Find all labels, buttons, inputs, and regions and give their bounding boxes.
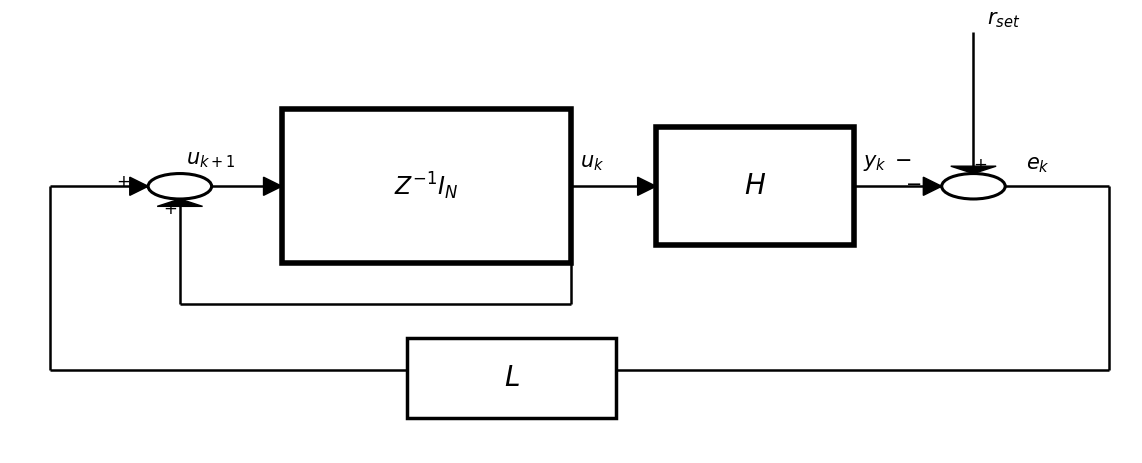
Text: $Z^{-1}I_N$: $Z^{-1}I_N$ — [394, 170, 459, 202]
Polygon shape — [264, 177, 282, 195]
Text: $H$: $H$ — [745, 172, 766, 200]
Text: $u_k$: $u_k$ — [580, 153, 604, 173]
Text: $y_k\;-$: $y_k\;-$ — [863, 153, 912, 173]
Polygon shape — [924, 177, 942, 195]
Polygon shape — [130, 177, 148, 195]
Polygon shape — [637, 177, 656, 195]
Text: $-$: $-$ — [904, 173, 922, 192]
Text: $r_{set}$: $r_{set}$ — [987, 10, 1021, 30]
Text: +: + — [973, 156, 987, 174]
Bar — [407, 338, 617, 418]
Text: $L$: $L$ — [504, 364, 520, 392]
Bar — [656, 127, 854, 245]
Text: $e_k$: $e_k$ — [1026, 155, 1049, 175]
Text: +: + — [115, 174, 130, 192]
Polygon shape — [158, 199, 202, 206]
Text: +: + — [163, 200, 177, 218]
Polygon shape — [951, 166, 996, 174]
Bar — [282, 109, 571, 263]
Text: $u_{k+1}$: $u_{k+1}$ — [185, 150, 235, 170]
